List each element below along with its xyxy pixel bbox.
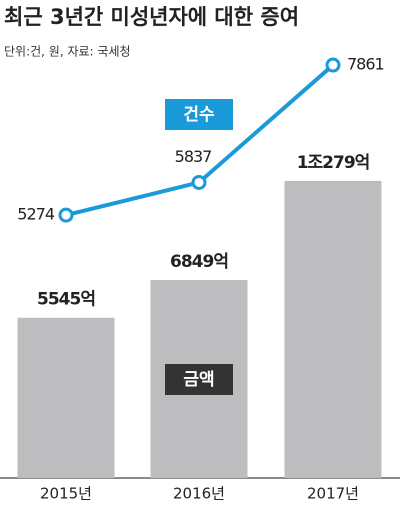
x-tick-label: 2016년 bbox=[173, 485, 225, 503]
chart-subtitle: 단위:건, 원, 자료: 국세청 bbox=[4, 45, 131, 59]
legend-box bbox=[165, 364, 233, 395]
value-label: 1조279억 bbox=[297, 153, 370, 173]
value-label: 5274 bbox=[17, 205, 55, 224]
line-point bbox=[191, 174, 207, 190]
bar bbox=[17, 317, 115, 478]
line-point bbox=[325, 57, 341, 73]
value-label: 6849억 bbox=[170, 252, 228, 272]
x-tick-label: 2017년 bbox=[307, 485, 359, 503]
bar bbox=[284, 180, 382, 479]
line-point bbox=[58, 207, 74, 223]
x-tick-label: 2015년 bbox=[40, 485, 92, 503]
legend-box bbox=[165, 99, 233, 130]
legend-label: 금액 bbox=[183, 370, 214, 390]
chart-title: 최근 3년간 미성년자에 대한 증여 bbox=[4, 5, 299, 29]
value-label: 5837 bbox=[175, 147, 212, 166]
value-label: 5545억 bbox=[37, 290, 95, 310]
legend-label: 건수 bbox=[183, 105, 215, 125]
value-label: 7861 bbox=[347, 55, 384, 74]
